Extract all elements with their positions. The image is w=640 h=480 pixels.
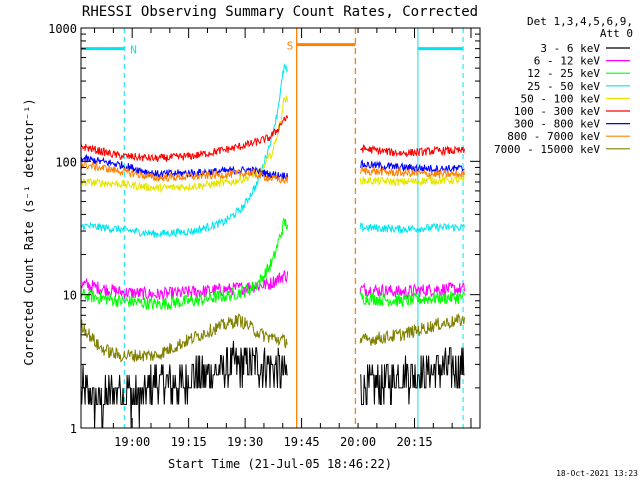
legend-entry-label-0: 3 - 6 keV — [540, 42, 600, 55]
series-line-0 — [80, 340, 465, 429]
chart-title: RHESSI Observing Summary Count Rates, Co… — [82, 4, 478, 20]
x-tick-label: 20:15 — [396, 435, 432, 449]
legend-entry-label-3: 25 - 50 keV — [527, 80, 600, 93]
series-line-1 — [80, 270, 465, 301]
legend-entry-label-6: 300 - 800 keV — [514, 118, 600, 131]
series-line-2 — [80, 217, 465, 311]
x-tick-label: 19:00 — [114, 435, 150, 449]
legend-entry-label-2: 12 - 25 keV — [527, 67, 600, 80]
legend-header-line-1: Det 1,3,4,5,6,9, — [527, 15, 633, 28]
annotation-label: N — [130, 44, 137, 57]
legend-entry-label-8: 7000 - 15000 keV — [494, 143, 600, 156]
y-tick-label: 100 — [55, 155, 77, 169]
series-line-4 — [80, 94, 465, 194]
x-tick-label: 19:30 — [227, 435, 263, 449]
legend-entry-label-7: 800 - 7000 keV — [507, 130, 600, 143]
legend-entry-label-5: 100 - 300 keV — [514, 105, 600, 118]
y-tick-label: 10 — [63, 289, 77, 303]
legend-entry-label-1: 6 - 12 keV — [534, 55, 601, 68]
plot-frame — [80, 27, 481, 429]
footer-timestamp: 18-Oct-2021 13:23 — [556, 469, 638, 478]
x-tick-label: 19:15 — [171, 435, 207, 449]
y-axis: 1 10 100 1000 — [48, 22, 480, 436]
legend-header-line-2: Att 0 — [600, 27, 633, 40]
x-tick-label: 19:45 — [284, 435, 320, 449]
y-tick-label: 1000 — [48, 22, 77, 36]
x-axis: 19:00 19:15 19:30 19:45 20:00 20:15 — [94, 28, 472, 449]
x-axis-label: Start Time (21-Jul-05 18:46:22) — [168, 457, 392, 471]
legend-entry-label-4: 50 - 100 keV — [521, 92, 601, 105]
series-line-7 — [80, 160, 465, 184]
y-tick-label: 1 — [70, 422, 77, 436]
series-line-5 — [80, 115, 465, 163]
x-tick-label: 20:00 — [340, 435, 376, 449]
annotation-label: S — [287, 40, 294, 53]
series-line-3 — [80, 63, 465, 238]
series-line-8 — [80, 312, 465, 363]
y-axis-label: Corrected Count Rate (s⁻¹ detector⁻¹) — [22, 98, 36, 365]
